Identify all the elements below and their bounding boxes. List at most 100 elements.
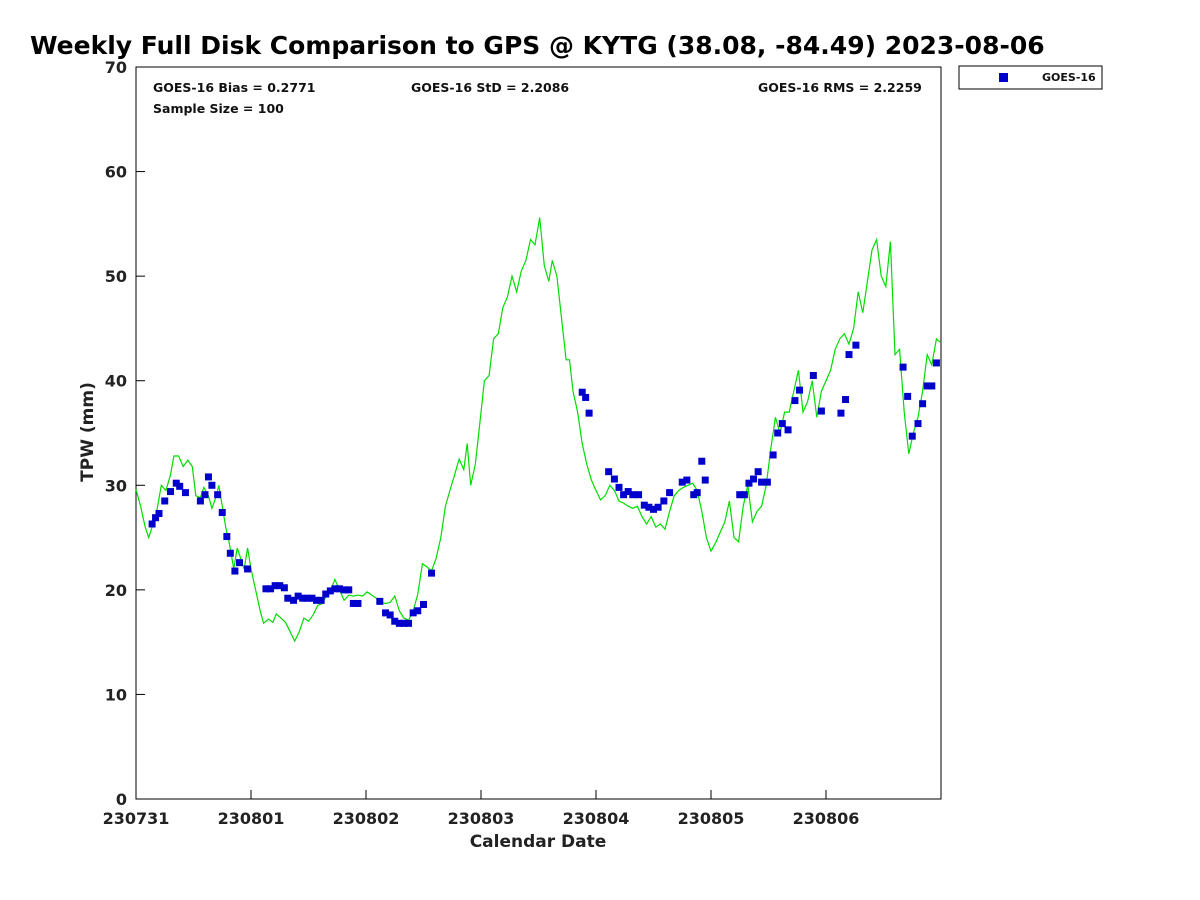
goes16-point xyxy=(262,585,270,593)
goes16-point xyxy=(167,488,174,496)
goes16-point xyxy=(428,569,436,577)
goes16-point xyxy=(382,609,390,617)
goes16-point xyxy=(908,432,916,440)
goes16-point xyxy=(284,594,292,602)
goes16-point xyxy=(345,586,353,594)
goes16-point xyxy=(386,611,394,619)
goes16-point xyxy=(303,594,311,602)
chart-title: Weekly Full Disk Comparison to GPS @ KYT… xyxy=(30,31,1045,60)
axes-frame xyxy=(135,66,942,800)
goes16-point xyxy=(778,420,786,428)
gps-tpw-line xyxy=(135,217,941,643)
x-tick-label: 230803 xyxy=(448,809,515,828)
x-tick-label: 230806 xyxy=(793,809,860,828)
goes16-point xyxy=(842,396,850,404)
goes16-point xyxy=(218,508,226,516)
goes16-point xyxy=(620,491,628,499)
goes16-point xyxy=(791,397,799,405)
x-tick-label: 230801 xyxy=(218,809,285,828)
y-tick-label: 40 xyxy=(105,372,127,391)
goes16-point xyxy=(736,491,744,499)
legend-label-goes16: GOES-16 xyxy=(1042,71,1096,84)
goes16-point xyxy=(161,497,169,505)
goes16-point xyxy=(271,582,279,590)
y-axis-label: TPW (mm) xyxy=(78,382,98,482)
x-axis: 230731 230801 230802 230803 230804 230805 2308… xyxy=(103,790,860,828)
legend: GOES-16 xyxy=(958,65,1103,90)
goes16-point xyxy=(610,475,618,483)
y-tick-label: 20 xyxy=(105,581,127,600)
goes16-point xyxy=(409,609,417,617)
x-tick-label: 230731 xyxy=(103,809,170,828)
y-tick-label: 10 xyxy=(105,685,127,704)
goes16-point xyxy=(294,592,302,600)
y-tick-label: 30 xyxy=(105,476,127,495)
goes16-point xyxy=(391,617,399,625)
goes16-point xyxy=(267,585,275,593)
goes16-point xyxy=(605,468,613,476)
goes16-point xyxy=(395,619,403,627)
goes16-point xyxy=(201,491,209,499)
goes16-point xyxy=(280,584,288,592)
goes16-point xyxy=(809,371,817,379)
goes16-point xyxy=(745,479,753,487)
sample-size-stat: Sample Size = 100 xyxy=(153,101,284,116)
goes16-point xyxy=(155,510,163,518)
legend-marker-goes16 xyxy=(999,73,1008,82)
goes16-point xyxy=(322,590,330,598)
goes16-point xyxy=(650,505,657,513)
y-tick-label: 70 xyxy=(105,58,127,77)
goes16-point xyxy=(932,359,940,367)
x-tick-label: 230805 xyxy=(678,809,745,828)
goes16-point xyxy=(414,607,422,615)
goes16-point xyxy=(754,468,762,476)
x-tick-label: 230802 xyxy=(333,809,400,828)
goes16-point xyxy=(420,600,427,608)
rms-stat: GOES-16 RMS = 2.2259 xyxy=(758,80,922,95)
goes16-point xyxy=(354,599,362,607)
goes16-point xyxy=(176,482,184,490)
goes16-point xyxy=(349,599,357,607)
goes16-point xyxy=(578,388,586,396)
goes16-point xyxy=(244,565,252,573)
goes16-point xyxy=(624,488,632,496)
goes16-point xyxy=(214,491,222,499)
goes16-point xyxy=(181,489,189,497)
bias-stat: GOES-16 Bias = 0.2771 xyxy=(153,80,315,95)
goes16-point xyxy=(640,501,648,509)
goes16-point xyxy=(299,594,307,602)
goes16-point xyxy=(340,586,348,594)
legend-box xyxy=(958,65,1103,90)
goes16-point xyxy=(678,478,686,486)
goes16-point xyxy=(152,514,160,522)
goes16-point xyxy=(236,559,243,567)
goes16-point xyxy=(683,476,691,484)
goes16-point xyxy=(317,596,325,604)
goes16-point xyxy=(919,400,927,408)
goes16-point xyxy=(582,393,590,401)
goes16-point xyxy=(208,481,216,489)
goes16-point xyxy=(629,491,637,499)
plot-area xyxy=(135,66,942,800)
y-tick-label: 0 xyxy=(116,790,127,809)
y-tick-label: 50 xyxy=(105,267,127,286)
goes16-point xyxy=(376,597,384,605)
x-axis-label: Calendar Date xyxy=(470,832,607,852)
goes16-point xyxy=(740,491,748,499)
goes16-point xyxy=(400,619,408,627)
goes16-point xyxy=(852,341,860,349)
goes16-point xyxy=(928,382,936,390)
goes16-point xyxy=(226,549,234,557)
goes16-point xyxy=(223,533,231,541)
goes16-point xyxy=(758,478,766,486)
goes16-point xyxy=(326,587,334,595)
goes16-point xyxy=(666,489,674,497)
goes16-point xyxy=(585,409,593,417)
goes16-point xyxy=(654,503,662,511)
goes16-point xyxy=(774,429,782,437)
goes16-point xyxy=(405,619,413,627)
goes16-point xyxy=(693,489,701,497)
goes16-point xyxy=(904,392,912,400)
goes16-point xyxy=(750,475,758,483)
